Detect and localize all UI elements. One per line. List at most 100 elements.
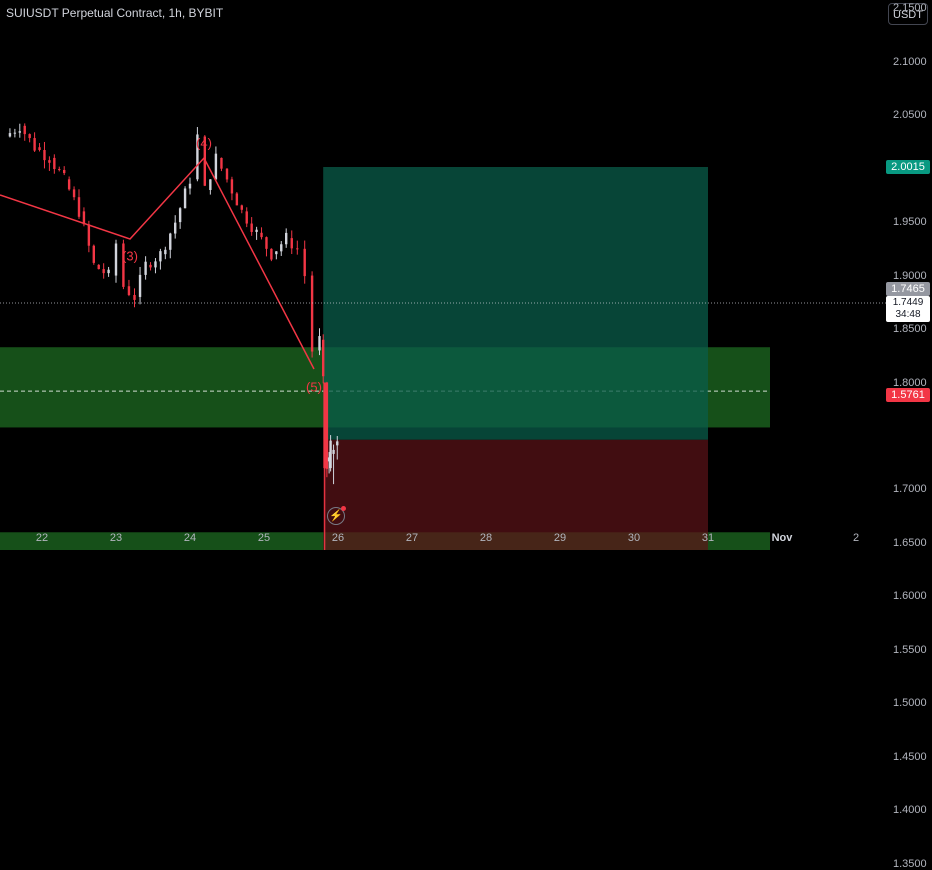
candle-body	[240, 205, 243, 210]
candle-body	[296, 248, 299, 250]
candle-body	[196, 134, 199, 180]
candle-body	[327, 457, 331, 462]
last-price-value: 1.7449	[892, 297, 924, 308]
candle-body	[214, 153, 218, 180]
candle-body	[235, 193, 239, 206]
candle-body	[127, 286, 131, 295]
price-tick: 1.5500	[893, 643, 927, 656]
bar-countdown: 34:48	[895, 309, 921, 320]
candle-body	[174, 222, 177, 234]
candle-body	[280, 244, 283, 252]
candle-body	[102, 269, 105, 274]
candles	[8, 123, 339, 550]
candle-body	[260, 232, 263, 238]
candle-body	[97, 264, 100, 270]
candle-body	[38, 147, 41, 151]
candle-body	[310, 275, 314, 352]
time-tick: 27	[405, 532, 419, 544]
candle-body	[336, 441, 339, 446]
candle-body	[18, 131, 21, 133]
candle-body	[23, 125, 26, 135]
candle-body	[230, 179, 234, 194]
time-tick: 29	[553, 532, 567, 544]
candle-body	[225, 168, 229, 180]
time-tick: 26	[331, 532, 345, 544]
candle-body	[107, 269, 110, 274]
candle-body	[28, 134, 31, 139]
candle-body	[154, 261, 157, 268]
price-tick: 1.5000	[893, 697, 927, 710]
candle-body	[265, 237, 268, 249]
candle-body	[63, 169, 66, 174]
level-tag: 1.7465	[886, 282, 930, 296]
candle-body	[275, 251, 278, 255]
flash-icon[interactable]: ⚡	[327, 506, 346, 525]
candle-body	[318, 336, 321, 351]
position-loss-area	[323, 439, 708, 550]
price-tick: 1.6000	[893, 590, 927, 603]
candle-body	[58, 169, 61, 171]
candle-body	[149, 264, 152, 268]
candle-body	[72, 189, 76, 198]
candle-body	[285, 232, 288, 245]
take-profit-tag: 2.0015	[886, 160, 930, 174]
chart-title: SUIUSDT Perpetual Contract, 1h, BYBIT	[6, 6, 224, 20]
time-tick: 22	[35, 532, 49, 544]
time-tick: 31	[701, 532, 715, 544]
candle-body	[92, 245, 95, 263]
candle-body	[43, 150, 46, 161]
price-tick: 1.4000	[893, 804, 927, 817]
candle-body	[250, 223, 253, 232]
candle-body	[255, 229, 258, 232]
candle-body	[33, 138, 36, 151]
candle-body	[322, 339, 325, 377]
candle-body	[325, 382, 329, 469]
time-tick: 28	[479, 532, 493, 544]
price-tick: 1.8500	[893, 323, 927, 336]
time-tick: 2	[852, 532, 860, 544]
position-profit-area	[323, 167, 708, 440]
last-price-tag: 1.7449 34:48	[886, 296, 930, 322]
candle-body	[82, 211, 86, 225]
wave-label-5: (5)	[306, 379, 322, 395]
candle-body	[332, 449, 335, 454]
time-tick: 24	[183, 532, 197, 544]
price-tick: 1.8000	[893, 376, 927, 389]
time-tick: 25	[257, 532, 271, 544]
notification-dot	[341, 506, 346, 511]
time-tick: 30	[627, 532, 641, 544]
candle-body	[159, 251, 162, 262]
candle-body	[8, 133, 12, 137]
candle-body	[77, 197, 81, 217]
candle-body	[220, 157, 223, 169]
price-chart[interactable]	[0, 0, 932, 550]
stop-loss-tag: 1.5761	[886, 388, 930, 402]
candle-body	[164, 249, 167, 255]
candle-body	[323, 382, 326, 469]
currency-selector[interactable]: USDT	[888, 3, 928, 25]
time-tick: 23	[109, 532, 123, 544]
candle-body	[303, 248, 306, 277]
candle-body	[48, 160, 51, 163]
candle-body	[87, 224, 91, 246]
candle-body	[144, 261, 147, 275]
wave-label-3: (3)	[122, 248, 138, 264]
candle-body	[114, 243, 118, 276]
candle-body	[67, 179, 71, 190]
price-tick: 2.0500	[893, 109, 927, 122]
candle-body	[245, 211, 248, 224]
price-tick: 1.4500	[893, 750, 927, 763]
candle-body	[133, 294, 136, 300]
candle-body	[178, 208, 182, 223]
price-tick: 1.7000	[893, 483, 927, 496]
price-tick: 1.3500	[893, 857, 927, 870]
candle-body	[209, 179, 212, 190]
wave-label-4: (4)	[196, 135, 212, 151]
price-tick: 2.1000	[893, 55, 927, 68]
price-tick: 1.9000	[893, 269, 927, 282]
candle-body	[13, 132, 17, 134]
candle-body	[169, 233, 172, 250]
time-tick: Nov	[771, 532, 793, 544]
elliott-wave-line	[0, 156, 315, 370]
candle-body	[183, 188, 187, 209]
